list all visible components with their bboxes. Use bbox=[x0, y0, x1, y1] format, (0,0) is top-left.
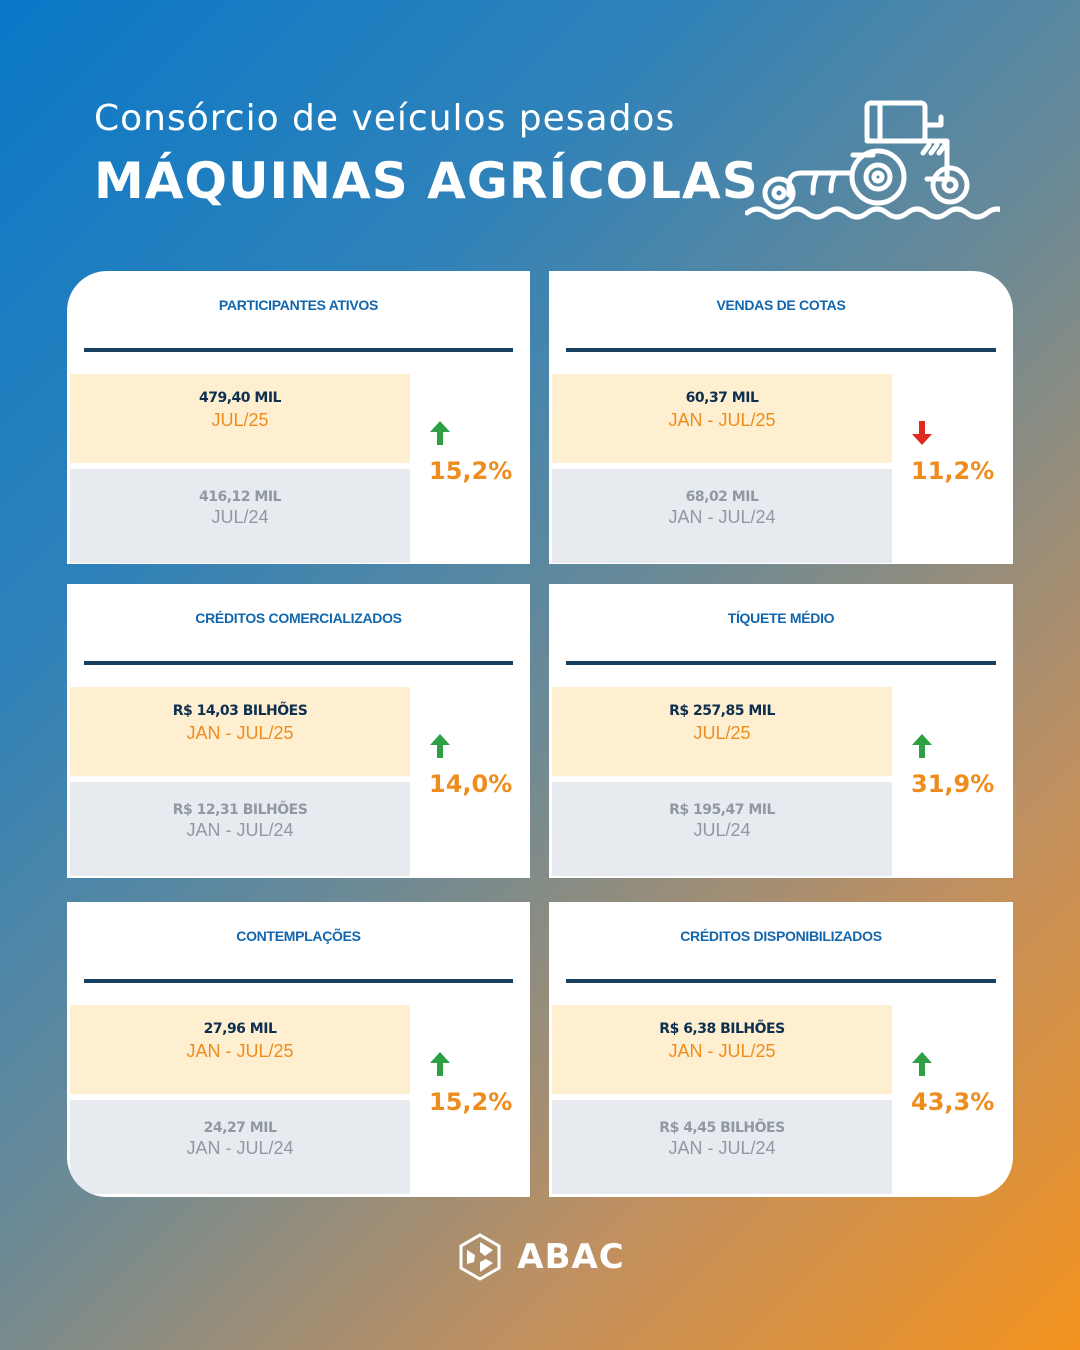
previous-period: JAN - JUL/24 bbox=[668, 507, 776, 527]
current-period: JAN - JUL/25 bbox=[186, 723, 294, 743]
change-percent: 31,9% bbox=[911, 770, 995, 798]
previous-value: 416,12 MIL bbox=[199, 489, 281, 505]
card-participantes-ativos: PARTICIPANTES ATIVOS 479,40 MIL JUL/25 4… bbox=[67, 271, 530, 564]
current-value-box: 27,96 MIL JAN - JUL/25 bbox=[70, 1005, 410, 1094]
card-title: VENDAS DE COTAS bbox=[716, 297, 846, 313]
brand-name: ABAC bbox=[517, 1237, 625, 1277]
previous-period: JAN - JUL/24 bbox=[186, 820, 294, 840]
change-percent: 15,2% bbox=[429, 457, 513, 485]
title-divider bbox=[566, 348, 996, 352]
tractor-icon bbox=[745, 100, 1000, 220]
stats-grid: PARTICIPANTES ATIVOS 479,40 MIL JUL/25 4… bbox=[67, 271, 1013, 1197]
previous-period: JAN - JUL/24 bbox=[668, 1138, 776, 1158]
change-percent: 14,0% bbox=[429, 770, 513, 798]
current-value: 60,37 MIL bbox=[685, 390, 759, 406]
current-value-box: R$ 257,85 MIL JUL/25 bbox=[552, 687, 892, 776]
card-title: CONTEMPLAÇÕES bbox=[236, 928, 361, 944]
previous-value: R$ 195,47 MIL bbox=[669, 802, 775, 818]
current-period: JAN - JUL/25 bbox=[186, 1041, 294, 1061]
previous-value: 68,02 MIL bbox=[685, 489, 759, 505]
title-divider bbox=[84, 661, 513, 665]
previous-value: R$ 12,31 BILHÕES bbox=[172, 802, 308, 818]
previous-value: 24,27 MIL bbox=[203, 1120, 277, 1136]
previous-value-box: R$ 4,45 BILHÕES JAN - JUL/24 bbox=[552, 1100, 892, 1194]
arrow-up-icon bbox=[430, 421, 450, 445]
title-divider bbox=[566, 661, 996, 665]
current-value: R$ 6,38 BILHÕES bbox=[659, 1021, 785, 1037]
title-divider bbox=[84, 979, 513, 983]
previous-value-box: R$ 195,47 MIL JUL/24 bbox=[552, 782, 892, 876]
card-title: CRÉDITOS DISPONIBILIZADOS bbox=[680, 928, 882, 944]
current-value-box: 60,37 MIL JAN - JUL/25 bbox=[552, 374, 892, 463]
previous-value-box: 416,12 MIL JUL/24 bbox=[70, 469, 410, 563]
previous-value-box: 24,27 MIL JAN - JUL/24 bbox=[70, 1100, 410, 1194]
current-value: 27,96 MIL bbox=[203, 1021, 277, 1037]
current-value: R$ 14,03 BILHÕES bbox=[172, 703, 308, 719]
previous-period: JAN - JUL/24 bbox=[186, 1138, 294, 1158]
current-value: 479,40 MIL bbox=[199, 390, 281, 406]
card-contemplacoes: CONTEMPLAÇÕES 27,96 MIL JAN - JUL/25 24,… bbox=[67, 902, 530, 1197]
header-title: MÁQUINAS AGRÍCOLAS bbox=[94, 152, 759, 210]
current-period: JUL/25 bbox=[693, 723, 751, 743]
header-subtitle: Consórcio de veículos pesados bbox=[94, 98, 676, 139]
title-divider bbox=[84, 348, 513, 352]
previous-value-box: 68,02 MIL JAN - JUL/24 bbox=[552, 469, 892, 563]
current-value-box: 479,40 MIL JUL/25 bbox=[70, 374, 410, 463]
card-title: PARTICIPANTES ATIVOS bbox=[218, 297, 379, 313]
title-divider bbox=[566, 979, 996, 983]
previous-value-box: R$ 12,31 BILHÕES JAN - JUL/24 bbox=[70, 782, 410, 876]
arrow-up-icon bbox=[430, 734, 450, 758]
arrow-up-icon bbox=[912, 1052, 932, 1076]
previous-period: JUL/24 bbox=[211, 507, 269, 527]
card-title: TÍQUETE MÉDIO bbox=[727, 610, 835, 626]
card-title: CRÉDITOS COMERCIALIZADOS bbox=[195, 610, 402, 626]
change-percent: 43,3% bbox=[911, 1088, 995, 1116]
previous-period: JUL/24 bbox=[693, 820, 751, 840]
footer: ABAC bbox=[0, 1232, 1080, 1282]
change-percent: 15,2% bbox=[429, 1088, 513, 1116]
current-period: JUL/25 bbox=[211, 410, 269, 430]
current-value: R$ 257,85 MIL bbox=[669, 703, 775, 719]
card-creditos-disponibilizados: CRÉDITOS DISPONIBILIZADOS R$ 6,38 BILHÕE… bbox=[549, 902, 1013, 1197]
arrow-up-icon bbox=[912, 734, 932, 758]
card-tiquete-medio: TÍQUETE MÉDIO R$ 257,85 MIL JUL/25 R$ 19… bbox=[549, 584, 1013, 878]
previous-value: R$ 4,45 BILHÕES bbox=[659, 1120, 785, 1136]
current-period: JAN - JUL/25 bbox=[668, 410, 776, 430]
abac-logo-icon bbox=[459, 1233, 501, 1281]
card-creditos-comercializados: CRÉDITOS COMERCIALIZADOS R$ 14,03 BILHÕE… bbox=[67, 584, 530, 878]
card-vendas-de-cotas: VENDAS DE COTAS 60,37 MIL JAN - JUL/25 6… bbox=[549, 271, 1013, 564]
change-percent: 11,2% bbox=[911, 457, 995, 485]
arrow-down-icon bbox=[912, 421, 932, 445]
current-value-box: R$ 14,03 BILHÕES JAN - JUL/25 bbox=[70, 687, 410, 776]
current-value-box: R$ 6,38 BILHÕES JAN - JUL/25 bbox=[552, 1005, 892, 1094]
arrow-up-icon bbox=[430, 1052, 450, 1076]
current-period: JAN - JUL/25 bbox=[668, 1041, 776, 1061]
